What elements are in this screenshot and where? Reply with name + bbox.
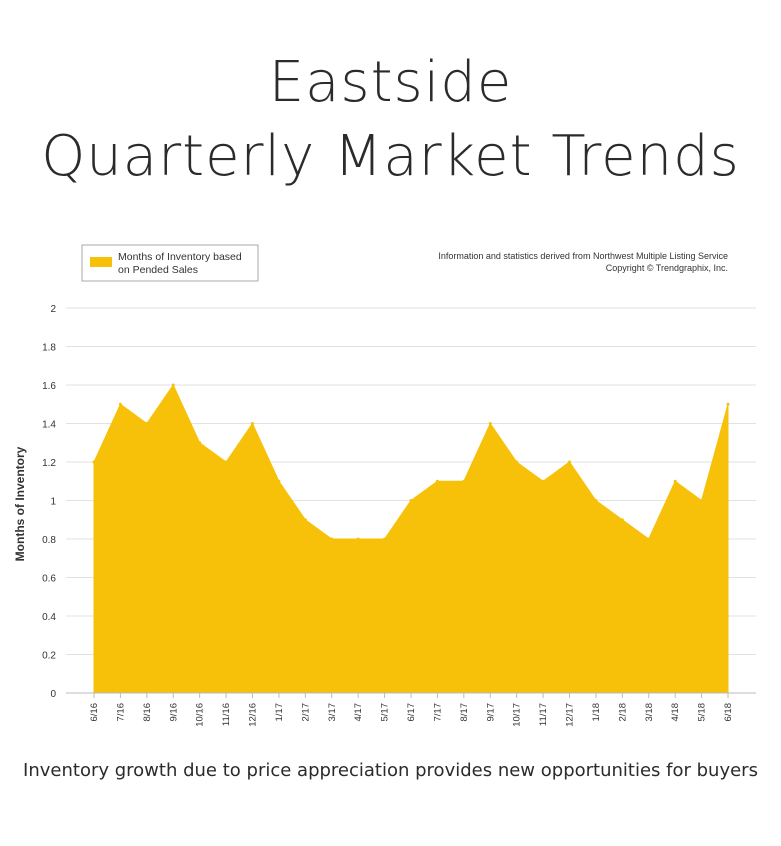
- y-tick-label: 1.2: [42, 458, 56, 469]
- data-point: [383, 537, 387, 541]
- y-tick-label: 2: [50, 304, 56, 315]
- data-point: [462, 479, 466, 483]
- data-point: [568, 460, 571, 464]
- x-axis: 6/16 7/16 8/16 9/16 10/16 11/16 12/16 1/17 2/17 3…: [66, 692, 756, 727]
- months-of-inventory-chart: 0 0.2 0.4 0.6 0.8 1 1.2 1.4 1.6 1.8 2 6/16 7/16 8/16…: [13, 244, 756, 727]
- caption: Inventory growth due to price appreciati…: [23, 760, 758, 781]
- y-tick-label: 1.4: [42, 420, 56, 431]
- page-title-line1: Eastside: [268, 50, 513, 115]
- y-axis-label: Months of Inventory: [13, 446, 27, 561]
- data-point: [171, 383, 175, 387]
- x-tick-label: 8/17: [459, 703, 470, 722]
- x-tick-label: 8/16: [142, 703, 153, 722]
- x-tick-label: 12/16: [248, 703, 259, 727]
- y-tick-label: 0: [50, 689, 56, 700]
- x-tick-label: 11/17: [538, 703, 549, 726]
- x-tick-label: 2/18: [617, 703, 628, 722]
- data-point: [541, 479, 545, 483]
- data-point: [303, 518, 307, 522]
- data-point: [251, 422, 254, 425]
- legend: Months of Inventory based on Pended Sale…: [81, 244, 259, 282]
- y-tick-label: 1: [50, 497, 56, 508]
- legend-label-line1: Months of Inventory based: [118, 251, 242, 263]
- x-tick-label: 5/17: [380, 703, 391, 722]
- data-point: [224, 460, 228, 464]
- data-point: [92, 460, 96, 464]
- data-point: [277, 479, 281, 483]
- data-point: [118, 402, 122, 406]
- x-tick-label: 11/16: [221, 703, 232, 726]
- y-axis: 0 0.2 0.4 0.6 0.8 1 1.2 1.4 1.6 1.8 2: [42, 304, 56, 700]
- y-tick-label: 0.4: [42, 612, 56, 623]
- data-point: [700, 499, 704, 502]
- x-tick-label: 9/16: [168, 703, 179, 722]
- y-tick-label: 1.8: [42, 343, 56, 354]
- data-point: [356, 537, 360, 541]
- x-tick-label: 3/17: [327, 703, 338, 722]
- series-area: [93, 383, 729, 694]
- y-tick-label: 0.2: [42, 651, 56, 662]
- x-tick-label: 6/17: [406, 703, 417, 722]
- x-tick-label: 12/17: [565, 703, 576, 727]
- legend-label-line2: on Pended Sales: [118, 264, 198, 276]
- data-point: [198, 441, 202, 445]
- x-tick-label: 7/16: [115, 703, 126, 722]
- y-tick-label: 0.8: [42, 535, 56, 546]
- data-point: [488, 422, 492, 425]
- x-tick-label: 9/17: [485, 703, 496, 722]
- x-tick-label: 1/18: [591, 703, 602, 722]
- data-point: [145, 422, 149, 425]
- x-tick-label: 10/17: [512, 703, 523, 727]
- x-tick-label: 4/18: [670, 703, 681, 722]
- area-series: [92, 383, 730, 694]
- x-tick-label: 6/18: [723, 703, 734, 722]
- data-point: [620, 518, 624, 522]
- x-tick-label: 1/17: [274, 703, 285, 722]
- source-note-line2: Copyright © Trendgraphix, Inc.: [606, 263, 728, 273]
- data-point: [515, 460, 519, 464]
- x-tick-label: 7/17: [432, 703, 443, 722]
- legend-swatch: [90, 257, 112, 267]
- x-tick-label: 10/16: [195, 703, 206, 727]
- data-point: [673, 479, 677, 483]
- y-tick-label: 1.6: [42, 381, 56, 392]
- source-note-line1: Information and statistics derived from …: [438, 251, 728, 261]
- page-title-line2: Quarterly Market Trends: [41, 124, 740, 189]
- x-tick-label: 6/16: [89, 703, 100, 722]
- y-tick-label: 0.6: [42, 574, 56, 585]
- x-tick-label: 4/17: [353, 703, 364, 722]
- data-point: [726, 402, 730, 406]
- data-point: [435, 479, 439, 483]
- x-tick-label: 3/18: [644, 703, 655, 722]
- data-point: [647, 537, 651, 541]
- x-tick-label: 2/17: [300, 703, 311, 722]
- x-tick-label: 5/18: [697, 703, 708, 722]
- data-point: [594, 499, 598, 502]
- data-point: [409, 499, 413, 502]
- data-point: [330, 537, 334, 541]
